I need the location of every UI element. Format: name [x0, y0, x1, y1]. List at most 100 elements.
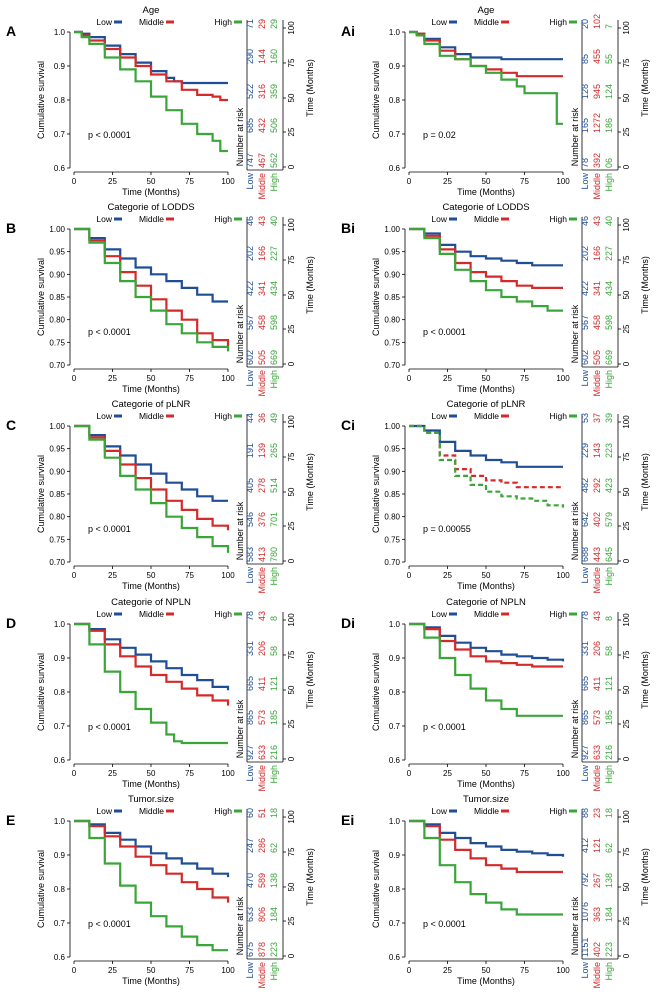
risk-count-low: 85 [580, 54, 590, 64]
risk-count-middle: 633 [257, 745, 267, 760]
x-tick-label: 75 [185, 769, 194, 778]
y-tick-label: 0.8 [389, 96, 401, 105]
y-tick-label: 0.85 [384, 490, 400, 499]
risk-count-high: 58 [269, 646, 279, 656]
x-tick-label: 50 [147, 571, 156, 580]
legend-label-low: Low [96, 806, 112, 816]
legend-label-low: Low [431, 214, 447, 224]
risk-count-high: 138 [604, 873, 614, 888]
y-tick-label: 1.0 [389, 620, 401, 629]
risk-count-middle: 51 [257, 808, 267, 818]
risk-group-label-middle: Middle [257, 765, 267, 792]
legend-label-low: Low [431, 609, 447, 619]
risk-count-low: 46 [580, 216, 590, 226]
risk-count-high: 124 [604, 84, 614, 99]
risk-count-low: 602 [245, 350, 255, 365]
legend-swatch-low [449, 217, 457, 221]
risk-count-low: 78 [580, 611, 590, 621]
y-tick-label: 0.8 [54, 688, 66, 697]
risk-count-high: 669 [269, 350, 279, 365]
risk-count-low: 247 [245, 838, 255, 853]
legend-swatch-low [449, 809, 457, 813]
x-tick-label: 50 [482, 571, 491, 580]
risk-axis-label: Number at risk [570, 896, 580, 955]
x-tick-label: 50 [147, 374, 156, 383]
x-tick-label: 100 [221, 966, 235, 975]
risk-time-tick-label: 50 [287, 882, 296, 891]
chart-title: Tumor.size [463, 794, 509, 805]
risk-count-middle: 413 [257, 547, 267, 562]
chart-title: Categorie of pLNR [447, 399, 526, 410]
x-axis-label: Time (Months) [122, 384, 180, 394]
risk-group-label-high: High [269, 765, 279, 784]
risk-group-label-low: Low [245, 962, 255, 979]
risk-count-low: 165 [580, 118, 590, 133]
x-tick-label: 0 [407, 769, 412, 778]
risk-count-high: 55 [604, 54, 614, 64]
risk-time-tick-label: 100 [287, 21, 296, 35]
risk-count-low: 865 [245, 710, 255, 725]
y-tick-label: 0.75 [384, 338, 400, 347]
risk-count-middle: 432 [257, 118, 267, 133]
x-tick-label: 100 [556, 966, 570, 975]
legend-swatch-high [234, 217, 242, 221]
legend-label-middle: Middle [474, 806, 499, 816]
survival-curve-high [74, 622, 228, 745]
x-tick-label: 0 [407, 966, 412, 975]
p-value: p < 0.0001 [423, 919, 466, 929]
legend-swatch-middle [166, 217, 174, 221]
p-value: p < 0.0001 [88, 130, 131, 140]
risk-count-high: 62 [604, 843, 614, 853]
x-axis-label: Time (Months) [122, 976, 180, 986]
risk-group-label-middle: Middle [257, 962, 267, 989]
survival-curve-high [74, 819, 228, 952]
risk-time-tick-label: 0 [622, 558, 631, 563]
risk-count-low: 202 [580, 246, 590, 261]
legend-swatch-low [114, 20, 122, 24]
risk-count-low: 602 [580, 350, 590, 365]
legend-label-middle: Middle [474, 214, 499, 224]
risk-time-tick-label: 25 [622, 521, 631, 530]
x-tick-label: 75 [520, 374, 529, 383]
y-tick-label: 0.7 [54, 722, 66, 731]
legend-label-high: High [550, 806, 568, 816]
x-axis-label: Time (Months) [457, 779, 515, 789]
risk-time-tick-label: 100 [287, 415, 296, 429]
risk-count-low: 567 [580, 315, 590, 330]
risk-count-middle: 589 [257, 873, 267, 888]
legend-swatch-high [569, 612, 577, 616]
x-tick-label: 100 [221, 571, 235, 580]
x-tick-label: 100 [221, 177, 235, 186]
chart-title: Age [478, 5, 495, 16]
x-axis-label: Time (Months) [122, 581, 180, 591]
y-axis-label: Cumulative survival [371, 61, 381, 139]
risk-time-tick-label: 50 [622, 882, 631, 891]
risk-group-label-middle: Middle [592, 370, 602, 397]
legend-swatch-high [234, 20, 242, 24]
x-tick-label: 0 [407, 374, 412, 383]
risk-time-tick-label: 50 [287, 487, 296, 496]
p-value: p < 0.0001 [423, 722, 466, 732]
risk-time-tick-label: 75 [622, 452, 631, 461]
risk-count-high: 184 [269, 907, 279, 922]
x-tick-label: 25 [443, 966, 452, 975]
risk-count-low: 546 [245, 512, 255, 527]
y-axis-label: Cumulative survival [36, 61, 46, 139]
risk-count-high: 506 [269, 118, 279, 133]
legend-swatch-low [449, 20, 457, 24]
risk-count-middle: 139 [257, 443, 267, 458]
survival-curve-middle [409, 622, 563, 668]
risk-time-tick-label: 25 [622, 324, 631, 333]
legend-label-high: High [550, 17, 568, 27]
risk-time-tick-label: 100 [287, 613, 296, 627]
legend-swatch-low [449, 612, 457, 616]
risk-count-low: 405 [245, 478, 255, 493]
x-tick-label: 100 [221, 374, 235, 383]
y-tick-label: 0.9 [54, 62, 66, 71]
risk-count-middle: 23 [592, 808, 602, 818]
